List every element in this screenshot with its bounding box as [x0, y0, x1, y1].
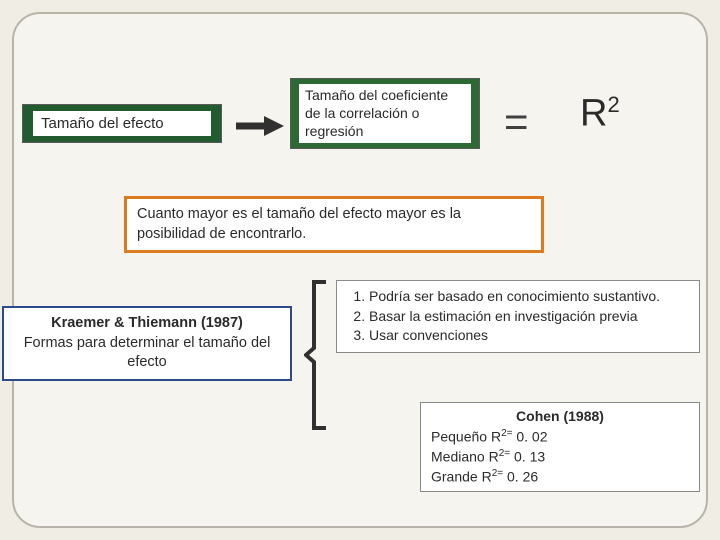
cohen-line-medium: Mediano R2= 0. 13: [431, 447, 689, 467]
cohen-line-small: Pequeño R2= 0. 02: [431, 427, 689, 447]
list-item: Podría ser basado en conocimiento sustan…: [369, 287, 689, 307]
r-label: R: [580, 93, 607, 135]
list-item: Basar la estimación en investigación pre…: [369, 307, 689, 327]
equals-sign: =: [504, 98, 529, 146]
bracket-icon: [304, 280, 330, 430]
box-cohen: Cohen (1988) Pequeño R2= 0. 02 Mediano R…: [420, 402, 700, 492]
arrow-icon: [234, 114, 284, 138]
box-kraemer: Kraemer & Thiemann (1987) Formas para de…: [2, 306, 292, 381]
kraemer-subtitle: Formas para determinar el tamaño del efe…: [12, 334, 282, 373]
kraemer-title: Kraemer & Thiemann (1987): [12, 314, 282, 334]
box-coefficient-label: Tamaño del coeficiente de la correlación…: [299, 84, 471, 143]
box-methods-list: Podría ser basado en conocimiento sustan…: [336, 280, 700, 353]
r-squared: R2: [580, 92, 620, 136]
box-effect-size-label: Tamaño del efecto: [33, 111, 211, 136]
cohen-title: Cohen (1988): [431, 407, 689, 427]
list-item: Usar convenciones: [369, 326, 689, 346]
cohen-line-large: Grande R2= 0. 26: [431, 467, 689, 487]
callout-orange: Cuanto mayor es el tamaño del efecto may…: [124, 196, 544, 253]
box-effect-size: Tamaño del efecto: [22, 104, 222, 143]
box-coefficient: Tamaño del coeficiente de la correlación…: [290, 78, 480, 149]
r-sup: 2: [607, 92, 619, 117]
